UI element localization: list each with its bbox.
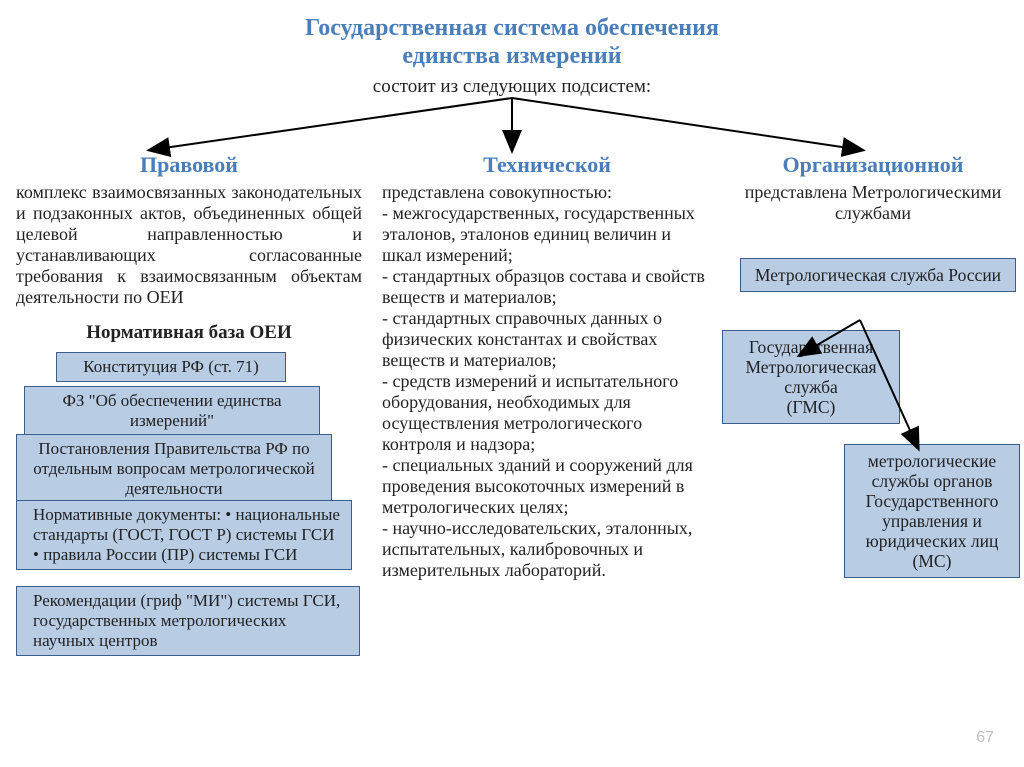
legal-box-3: Нормативные документы: • национальные ст… — [16, 500, 352, 570]
org-box-2: метрологические службы органов Государст… — [844, 444, 1020, 578]
org-heading: Организационной — [732, 152, 1014, 178]
org-body: представлена Метрологическими службами — [732, 182, 1014, 224]
page-subtitle: состоит из следующих подсистем: — [0, 76, 1024, 98]
legal-box-4: Рекомендации (гриф "МИ") системы ГСИ, го… — [16, 586, 360, 656]
legal-box-0: Конституция РФ (ст. 71) — [56, 352, 286, 382]
legal-norm-title: Нормативная база ОЕИ — [16, 322, 362, 344]
technical-body: представлена совокупностью: - межгосудар… — [382, 182, 712, 581]
legal-stack: Конституция РФ (ст. 71) ФЗ "Об обеспечен… — [16, 352, 362, 682]
legal-box-1: ФЗ "Об обеспечении единства измерений" — [24, 386, 320, 436]
technical-heading: Технической — [382, 152, 712, 178]
column-org: Организационной представлена Метрологиче… — [732, 152, 1014, 224]
title-line-1: Государственная система обеспечения — [305, 15, 719, 41]
column-technical: Технической представлена совокупностью: … — [382, 152, 712, 581]
org-box-1: Государственная Метрологическая служба (… — [722, 330, 900, 424]
column-legal: Правовой комплекс взаимосвязанных законо… — [16, 152, 362, 682]
page-number: 67 — [976, 729, 994, 747]
org-box-0: Метрологическая служба России — [740, 258, 1016, 292]
legal-body: комплекс взаимосвязанных законодательных… — [16, 182, 362, 308]
legal-heading: Правовой — [16, 152, 362, 178]
page-title: Государственная система обеспечения един… — [0, 14, 1024, 70]
title-line-2: единства измерений — [402, 43, 621, 69]
legal-box-2: Постановления Правительства РФ по отдель… — [16, 434, 332, 504]
